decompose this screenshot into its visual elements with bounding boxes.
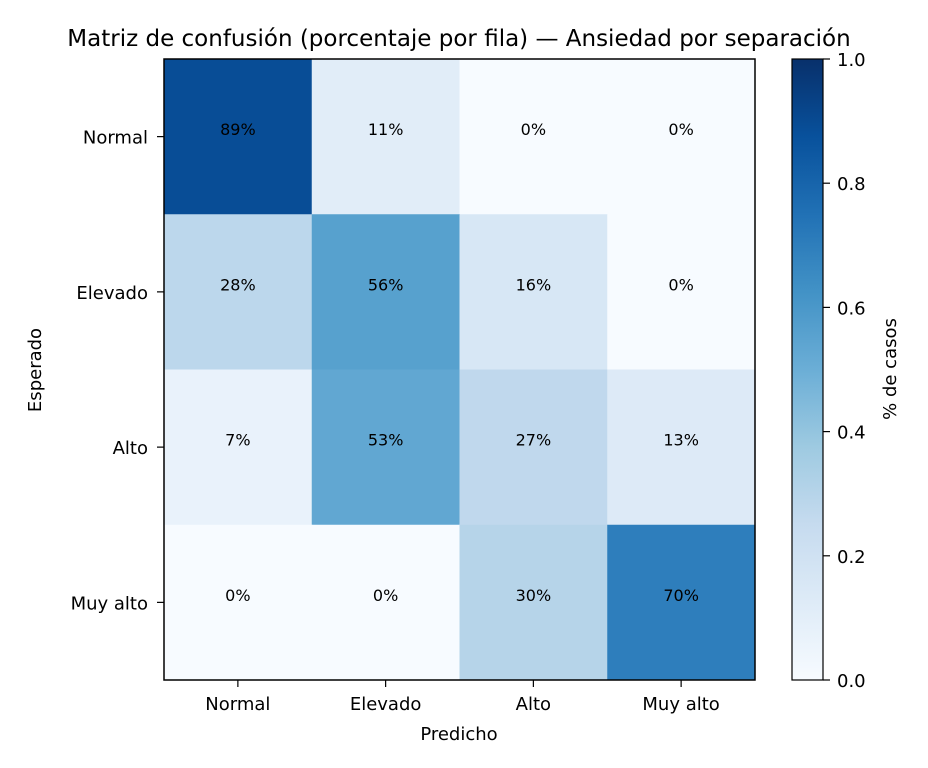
colorbar-ticks: 0.0 0.2 0.4 0.6 0.8 1.0 bbox=[823, 50, 866, 692]
cell-value-label: 56% bbox=[368, 275, 404, 294]
cell-value-label: 70% bbox=[663, 586, 699, 605]
heatmap-cell bbox=[459, 524, 608, 681]
cell-value-label: 89% bbox=[220, 120, 256, 139]
cell-value-label: 0% bbox=[668, 120, 693, 139]
cell-value-label: 7% bbox=[225, 431, 250, 450]
colorbar-tick-label: 0.6 bbox=[837, 298, 866, 319]
y-axis-label: Esperado bbox=[25, 328, 46, 412]
heatmap-cell bbox=[459, 59, 608, 215]
heatmap-cell bbox=[164, 59, 313, 215]
colorbar-tick-label: 0.0 bbox=[837, 671, 866, 692]
y-axis-ticks: Normal Elevado Alto Muy alto bbox=[71, 128, 164, 614]
cell-value-label: 28% bbox=[220, 275, 256, 294]
colorbar-tick-label: 0.8 bbox=[837, 174, 866, 195]
heatmap-cell bbox=[164, 369, 313, 526]
heatmap-cell bbox=[607, 369, 756, 526]
colorbar-tick-label: 0.2 bbox=[837, 547, 866, 568]
colorbar-tick-label: 0.4 bbox=[837, 423, 866, 444]
x-tick-label: Muy alto bbox=[642, 694, 719, 715]
plot-frame bbox=[163, 58, 756, 681]
y-tick-label: Elevado bbox=[76, 283, 148, 304]
heatmap-cells: 89% 11% 0% 0% 28% 56% 16% 0% 7% 53% 27% 13% 0% 0% 30% 7… bbox=[164, 59, 756, 681]
x-axis-ticks: Normal Elevado Alto Muy alto bbox=[205, 680, 720, 715]
cell-value-label: 30% bbox=[516, 586, 552, 605]
heatmap-cell bbox=[607, 59, 756, 215]
cell-value-label: 53% bbox=[368, 431, 404, 450]
cell-value-label: 0% bbox=[225, 586, 250, 605]
y-tick-label: Normal bbox=[83, 128, 148, 149]
x-tick-label: Elevado bbox=[350, 694, 422, 715]
chart-title: Matriz de confusión (porcentaje por fila… bbox=[67, 26, 850, 52]
heatmap-cell bbox=[311, 214, 460, 370]
heatmap-cell bbox=[311, 524, 460, 681]
cell-value-label: 11% bbox=[368, 120, 404, 139]
cell-value-label: 16% bbox=[516, 275, 552, 294]
cell-value-label: 0% bbox=[521, 120, 546, 139]
colorbar-tick-label: 1.0 bbox=[837, 50, 866, 71]
x-axis-label: Predicho bbox=[420, 724, 497, 745]
heatmap-cell bbox=[459, 214, 608, 370]
heatmap-cell bbox=[164, 524, 313, 681]
x-tick-label: Normal bbox=[205, 694, 270, 715]
x-tick-label: Alto bbox=[516, 694, 551, 715]
cell-value-label: 0% bbox=[668, 275, 693, 294]
y-tick-label: Muy alto bbox=[71, 593, 148, 614]
heatmap-cell bbox=[607, 524, 756, 681]
heatmap-cell bbox=[311, 59, 460, 215]
heatmap-cell bbox=[311, 369, 460, 526]
colorbar bbox=[791, 58, 824, 681]
heatmap-cell bbox=[607, 214, 756, 370]
y-tick-label: Alto bbox=[113, 438, 148, 459]
heatmap-cell bbox=[164, 214, 313, 370]
heatmap-cell bbox=[459, 369, 608, 526]
cell-value-label: 0% bbox=[373, 586, 398, 605]
cell-value-label: 13% bbox=[663, 431, 699, 450]
colorbar-label: % de casos bbox=[880, 318, 901, 420]
cell-value-label: 27% bbox=[516, 431, 552, 450]
